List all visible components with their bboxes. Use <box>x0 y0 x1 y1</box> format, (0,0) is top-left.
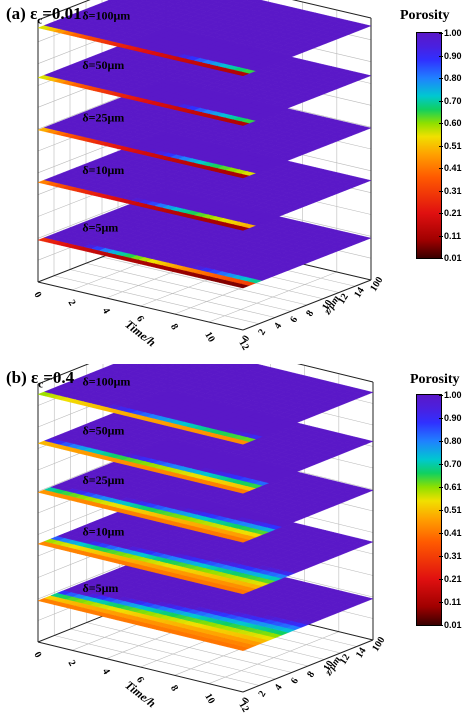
porosity-surface <box>37 548 374 651</box>
colorbar-b <box>416 394 442 626</box>
colorbar-tick-label: 0.70 <box>439 95 462 106</box>
porosity-surface <box>37 79 372 179</box>
colorbar-tick-label: 0.01 <box>439 620 462 630</box>
colorbar-tick-label: 0.31 <box>439 185 462 196</box>
x-tick-label: 6 <box>134 675 146 685</box>
z-tick-label: 0 <box>240 696 252 706</box>
x-tick-label: 6 <box>134 314 146 324</box>
z-tick-label: 4 <box>272 321 284 331</box>
colorbar-tick-label: 0.11 <box>438 597 462 607</box>
colorbar-tick-label: 0.51 <box>439 505 462 515</box>
colorbar-tick-label: 0.21 <box>439 574 462 584</box>
x-tick-label: 0 <box>31 650 43 660</box>
surface-label: δ=25μm <box>82 111 124 125</box>
panel-title-b: (b) εc=0.4 <box>6 368 75 391</box>
surface-label: δ=10μm <box>82 163 124 177</box>
z-tick-label: 14 <box>354 646 369 660</box>
colorbar-tick-label: 0.80 <box>439 436 462 446</box>
colorbar-a <box>416 32 442 259</box>
z-tick-label: 10 <box>321 659 336 673</box>
x-axis-title: Time/h <box>122 678 158 711</box>
z-tick-label: 4 <box>273 683 285 693</box>
colorbar-tick-label: 0.90 <box>439 50 462 61</box>
z-tick-label: 6 <box>289 676 301 686</box>
x-tick-label: 12 <box>236 338 251 352</box>
surface-plot-a: δ=5μmδ=10μmδ=25μmδ=50μmδ=100μm024681012T… <box>31 0 385 352</box>
x-tick-label: 10 <box>202 692 217 706</box>
panel-title-a: (a) εc=0.01 <box>6 4 82 27</box>
z-tick-label: 12 <box>336 292 351 306</box>
colorbar-tick-label: 1.00 <box>439 28 462 38</box>
colorbar-tick-label: 0.21 <box>439 208 462 218</box>
z-tick-label: 8 <box>304 309 316 319</box>
z-tick-label: 8 <box>305 670 317 680</box>
porosity-surface <box>37 364 374 445</box>
porosity-surface <box>37 0 372 77</box>
z-tick-label: 12 <box>338 652 353 666</box>
colorbar-tick-label: 0.51 <box>439 140 462 151</box>
z-tick-label: 14 <box>352 286 367 300</box>
colorbar-tick-label: 0.70 <box>439 459 462 469</box>
panel-b: δ=5μm δ=10μm δ=25μm δ=50μm δ=100μm 0 2 4 6 8 10 12 T… <box>0 364 474 728</box>
colorbar-tick-label: 0.41 <box>439 163 462 173</box>
surface-label: δ=10μm <box>83 524 125 538</box>
colorbar-tick-label: 0.61 <box>439 482 462 492</box>
x-tick-label: 2 <box>66 658 78 668</box>
colorbar-tick-label: 0.11 <box>438 230 462 241</box>
z-tick-label: 2 <box>256 689 268 699</box>
colorbar-tick-label: 0.31 <box>439 551 462 561</box>
z-tick-label: 6 <box>288 315 300 325</box>
surface-label: δ=100μm <box>83 375 131 389</box>
surface-label: δ=50μm <box>82 58 124 72</box>
x-tick-label: 8 <box>168 322 180 332</box>
surface-label: δ=5μm <box>83 581 119 595</box>
colorbar-tick-label: 1.00 <box>439 390 462 400</box>
x-tick-label: 0 <box>31 290 43 300</box>
x-tick-label: 4 <box>100 306 112 316</box>
surface-label: δ=50μm <box>83 424 125 438</box>
colorbar-tick-label: 0.01 <box>439 253 462 263</box>
x-tick-label: 4 <box>100 667 112 677</box>
z-tick-label: 2 <box>256 327 268 337</box>
colorbar-tick-label: 0.60 <box>439 118 462 128</box>
surface-label: δ=100μm <box>82 8 130 22</box>
colorbar-tick-label: 0.80 <box>439 73 462 83</box>
colorbar-tick-label: 0.90 <box>439 413 462 423</box>
x-axis-title: Time/h <box>122 317 158 350</box>
z-tick-label: 0 <box>240 334 252 344</box>
z-tick-label: 10 <box>320 298 335 312</box>
surface-plot-b: δ=5μmδ=10μmδ=25μmδ=50μmδ=100μm024681012T… <box>31 364 387 714</box>
surface-label: δ=25μm <box>83 473 125 487</box>
colorbar-tick-label: 0.41 <box>439 528 462 538</box>
x-tick-label: 10 <box>202 330 217 344</box>
x-tick-label: 12 <box>236 700 251 714</box>
surface-label: δ=5μm <box>82 221 118 235</box>
colorbar-title-b: Porosity <box>410 372 460 387</box>
colorbar-title-a: Porosity <box>400 8 450 23</box>
x-tick-label: 8 <box>168 683 180 693</box>
panel-a: δ=5μm δ=10μm δ=25μm δ=50μm δ=100μm 0 2 4 6 8 10 12 T… <box>6 0 462 352</box>
x-tick-label: 2 <box>66 298 78 308</box>
